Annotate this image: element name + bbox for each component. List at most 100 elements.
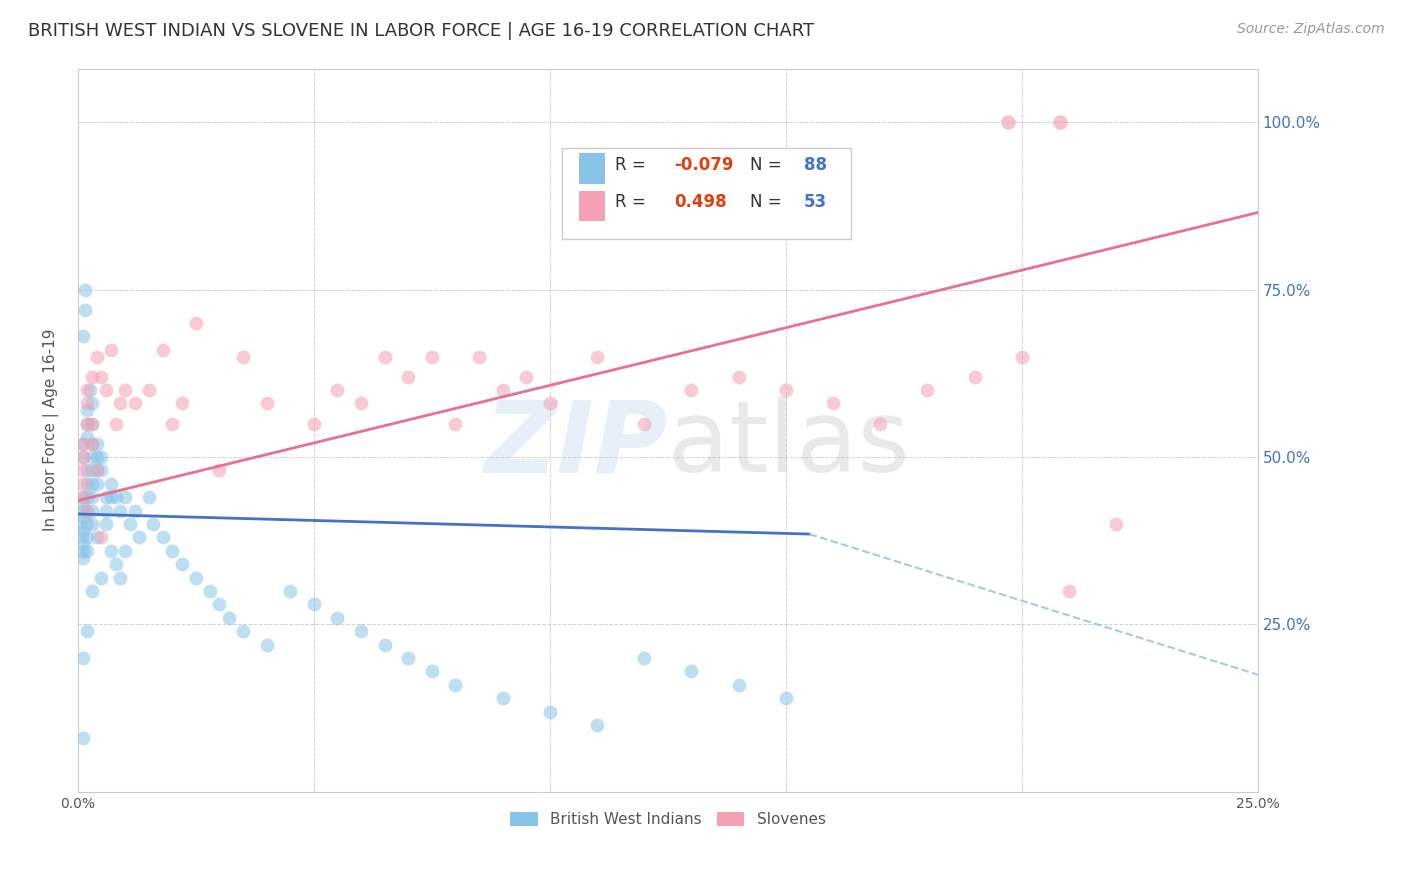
Point (90, 463, 112, 477)
Point (278, 584, 301, 599)
Text: BRITISH WEST INDIAN VS SLOVENE IN LABOR FORCE | AGE 16-19 CORRELATION CHART: BRITISH WEST INDIAN VS SLOVENE IN LABOR … (28, 22, 814, 40)
Point (374, 350, 396, 364)
Point (821, 396, 844, 410)
Point (138, 490, 160, 504)
Point (80, 503, 103, 517)
Point (350, 396, 373, 410)
Point (152, 530, 174, 544)
Text: 0.498: 0.498 (673, 194, 727, 211)
Point (76, 530, 98, 544)
Bar (579, 153, 606, 184)
Point (326, 383, 349, 397)
FancyBboxPatch shape (561, 148, 851, 238)
Point (79, 383, 101, 397)
Text: 53: 53 (804, 194, 827, 211)
Point (96, 516, 118, 531)
Point (76, 430, 98, 444)
Point (72, 731, 94, 746)
Point (90, 530, 112, 544)
Point (80, 369, 103, 384)
Point (72, 490, 94, 504)
Point (76, 503, 98, 517)
Text: R =: R = (614, 156, 651, 174)
Point (114, 383, 136, 397)
Point (917, 383, 939, 397)
Point (72, 476, 94, 491)
Point (76, 490, 98, 504)
Point (162, 544, 184, 558)
Point (72, 490, 94, 504)
Point (80, 463, 103, 477)
Point (515, 369, 537, 384)
Point (444, 678, 467, 692)
Point (775, 691, 797, 706)
Point (86, 463, 108, 477)
Point (96, 383, 118, 397)
Point (350, 624, 373, 639)
Point (170, 558, 193, 572)
Point (100, 343, 122, 357)
Point (124, 503, 146, 517)
Point (80, 584, 103, 599)
Point (492, 383, 515, 397)
Point (80, 476, 103, 491)
Point (76, 396, 98, 410)
Legend: British West Indians, Slovenes: British West Indians, Slovenes (502, 805, 834, 835)
Point (100, 476, 122, 491)
Point (76, 516, 98, 531)
Point (142, 516, 165, 531)
Point (86, 436, 108, 450)
Point (76, 383, 98, 397)
Point (80, 417, 103, 431)
Point (162, 417, 184, 431)
Point (681, 383, 703, 397)
Point (72, 463, 94, 477)
Point (374, 638, 396, 652)
Point (586, 350, 609, 364)
Point (232, 350, 254, 364)
Point (124, 396, 146, 410)
Point (538, 705, 561, 719)
Point (775, 383, 797, 397)
Point (72, 450, 94, 464)
Point (86, 350, 108, 364)
Point (72, 550, 94, 565)
Point (302, 598, 325, 612)
Point (80, 490, 103, 504)
Text: 88: 88 (804, 156, 827, 174)
Point (326, 611, 349, 625)
Text: N =: N = (751, 156, 787, 174)
Point (114, 490, 136, 504)
Point (96, 503, 118, 517)
Point (72, 537, 94, 551)
Point (76, 417, 98, 431)
Point (681, 665, 703, 679)
Point (256, 638, 278, 652)
Point (72, 510, 94, 524)
Point (80, 436, 103, 450)
Point (76, 463, 98, 477)
Point (70, 530, 93, 544)
Point (72, 544, 94, 558)
Point (72, 503, 94, 517)
Text: N =: N = (751, 194, 787, 211)
Point (396, 651, 419, 665)
Point (72, 497, 94, 511)
Point (72, 651, 94, 665)
Point (538, 396, 561, 410)
Point (128, 530, 150, 544)
Point (104, 558, 127, 572)
Text: R =: R = (614, 194, 657, 211)
Point (184, 571, 207, 585)
Point (100, 544, 122, 558)
Point (86, 476, 108, 491)
Point (110, 503, 132, 517)
Point (72, 436, 94, 450)
Point (152, 343, 174, 357)
Point (104, 490, 127, 504)
Point (218, 611, 240, 625)
Point (420, 350, 443, 364)
Point (963, 369, 986, 384)
Point (170, 396, 193, 410)
Point (492, 691, 515, 706)
